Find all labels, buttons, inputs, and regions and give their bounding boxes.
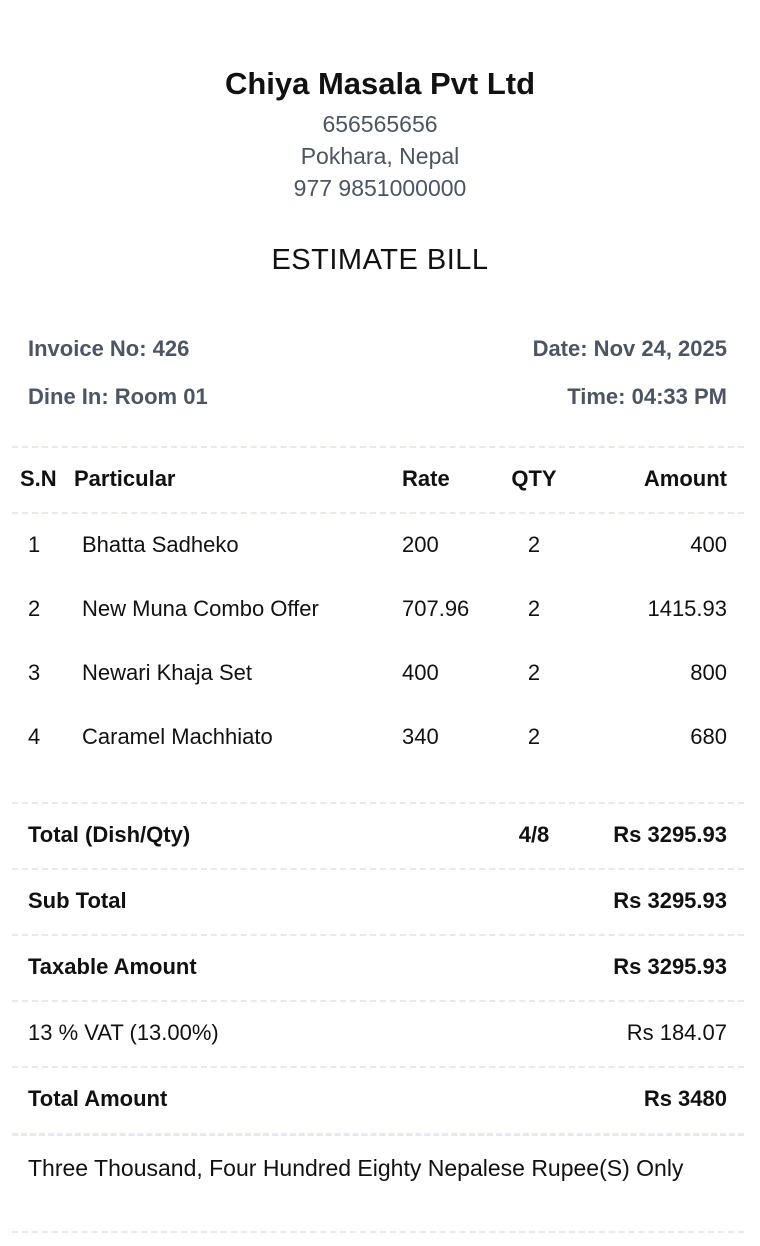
- row-rate: 707.96: [402, 596, 470, 621]
- row-sn: 3: [28, 660, 41, 685]
- subtotal-value: Rs 3295.93: [613, 888, 727, 913]
- taxable-value: Rs 3295.93: [613, 954, 727, 979]
- total-amount-value: Rs 3480: [643, 1086, 727, 1111]
- row-rate: 340: [402, 724, 439, 749]
- col-sn: S.N: [20, 466, 57, 491]
- row-sn: 1: [28, 532, 41, 557]
- row-particular: Bhatta Sadheko: [82, 532, 239, 557]
- total-amount-label: Total Amount: [28, 1086, 168, 1111]
- total-dish-qty-label: Total (Dish/Qty): [28, 822, 191, 847]
- divider: [12, 1231, 744, 1233]
- row-amount: 400: [690, 532, 727, 557]
- total-dish-qty: 4/8: [518, 822, 550, 847]
- divider: [12, 802, 744, 804]
- subtotal-label: Sub Total: [28, 888, 127, 913]
- col-particular: Particular: [74, 466, 176, 491]
- row-particular: New Muna Combo Offer: [82, 596, 319, 621]
- row-qty: 2: [527, 660, 541, 685]
- divider: [12, 1133, 744, 1136]
- divider: [12, 1066, 744, 1068]
- divider: [12, 934, 744, 936]
- table-row: 1 Bhatta Sadheko 200 2 400: [0, 532, 760, 562]
- vat-label: 13 % VAT (13.00%): [28, 1020, 219, 1045]
- row-amount: 800: [690, 660, 727, 685]
- row-particular: Newari Khaja Set: [82, 660, 252, 685]
- table-header: S.N Particular Rate QTY Amount: [0, 466, 760, 496]
- col-amount: Amount: [643, 466, 727, 491]
- bill-time: Time: 04:33 PM: [567, 384, 727, 409]
- divider: [12, 512, 744, 514]
- divider: [12, 868, 744, 870]
- row-qty: 2: [527, 596, 541, 621]
- table-row: 2 New Muna Combo Offer 707.96 2 1415.93: [0, 596, 760, 626]
- row-sn: 4: [28, 724, 41, 749]
- col-rate: Rate: [402, 466, 450, 491]
- total-dish-qty-amount: Rs 3295.93: [613, 822, 727, 847]
- divider: [12, 446, 744, 448]
- row-rate: 400: [402, 660, 439, 685]
- col-qty: QTY: [511, 466, 557, 491]
- dine-in: Dine In: Room 01: [28, 384, 208, 409]
- pan-number: 656565656: [322, 111, 438, 137]
- bill-date: Date: Nov 24, 2025: [532, 336, 727, 361]
- bill-type-heading: ESTIMATE BILL: [271, 244, 489, 276]
- row-particular: Caramel Machhiato: [82, 724, 273, 749]
- row-amount: 680: [690, 724, 727, 749]
- invoice-number: Invoice No: 426: [28, 336, 190, 361]
- vat-value: Rs 184.07: [626, 1020, 727, 1045]
- row-amount: 1415.93: [647, 596, 727, 621]
- taxable-label: Taxable Amount: [28, 954, 197, 979]
- table-row: 4 Caramel Machhiato 340 2 680: [0, 724, 760, 754]
- row-qty: 2: [527, 532, 541, 557]
- amount-in-words: Three Thousand, Four Hundred Eighty Nepa…: [28, 1155, 684, 1181]
- row-rate: 200: [402, 532, 439, 557]
- table-row: 3 Newari Khaja Set 400 2 800: [0, 660, 760, 690]
- company-name: Chiya Masala Pvt Ltd: [224, 66, 536, 101]
- row-qty: 2: [527, 724, 541, 749]
- row-sn: 2: [28, 596, 41, 621]
- company-address: Pokhara, Nepal: [300, 143, 460, 169]
- company-phone: 977 9851000000: [293, 175, 467, 201]
- divider: [12, 1000, 744, 1002]
